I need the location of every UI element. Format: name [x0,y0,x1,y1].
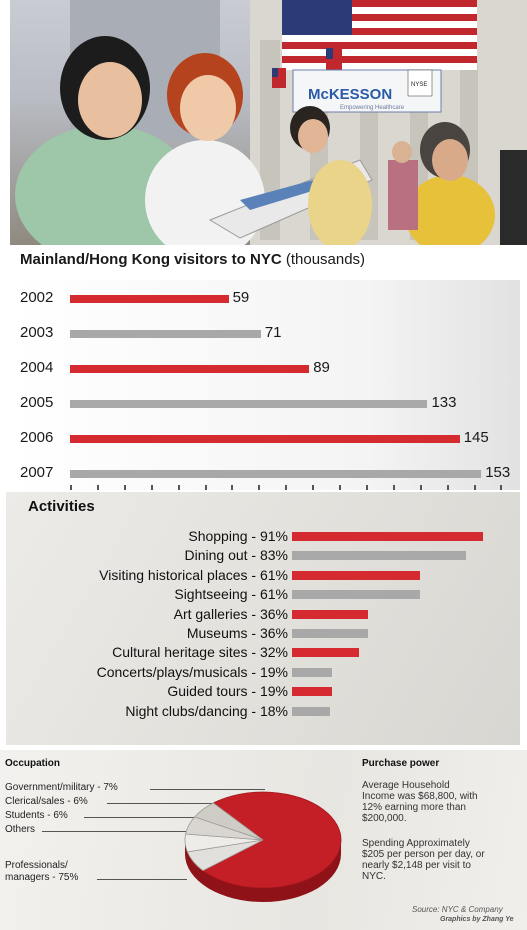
visitors-chart-title: Mainland/Hong Kong visitors to NYC (thou… [20,251,365,268]
pie-slice [202,791,342,889]
activities-chart: Activities Shopping - 91% Dining out - 83… [6,492,520,745]
visitors-bar [70,365,310,373]
american-flag [282,0,477,70]
leader-line-students [84,817,200,818]
mckesson-banner: McKESSON Empowering Healthcare NYSE [292,69,442,113]
axis-tick [419,485,422,490]
year-label: 2002 [20,289,54,306]
purchase-power-income: Average Household Income was $68,800, wi… [362,780,522,824]
pie-slice [193,802,264,841]
axis-tick [500,485,503,490]
activity-bar [292,590,421,600]
leader-line-others [42,831,202,832]
leader-line-clerical [107,803,217,804]
income-line: 12% earning more than [362,802,466,813]
leader-line-professionals [97,879,187,880]
activity-bar [292,667,332,677]
year-label: 2004 [20,359,54,376]
axis-tick [473,485,476,490]
visitors-bar [70,435,460,443]
tourists-group [15,36,527,245]
activity-label: Visiting historical places - 61% [99,566,288,583]
activity-label: Shopping - 91% [188,528,288,544]
axis-tick [392,485,395,490]
axis-tick [123,485,126,490]
year-label: 2006 [20,429,54,446]
activity-label: Museums - 36% [186,625,288,641]
svg-text:NYSE: NYSE [411,82,427,88]
activity-bar [292,532,484,541]
activity-label: Concerts/plays/musicals - 19% [96,663,288,680]
spending-line: NYC. [362,871,386,882]
visitors-bar [70,470,482,478]
activity-label: Night clubs/dancing - 18% [125,702,288,719]
activity-bar [292,706,330,716]
axis-tick [312,485,315,490]
occupation-label-students: Students - 6% [5,810,68,821]
year-label: 2007 [20,464,54,481]
axis-tick [285,485,288,490]
axis-tick [258,485,261,490]
activity-label: Guided tours - 19% [167,683,288,700]
visitors-value-label: 89 [313,359,330,376]
visitors-bar [70,400,428,408]
visitors-bar [70,330,261,338]
axis-tick [446,485,449,490]
visitors-chart: 2002 59 2003 71 2004 89 2005 133 2006 145 2007 153 [10,280,520,490]
occupation-label-clerical: Clerical/sales - 6% [5,796,88,807]
activity-label: Dining out - 83% [184,547,288,564]
visitors-photo: McKESSON Empowering Healthcare NYSE [10,0,527,245]
photo-illustration: McKESSON Empowering Healthcare NYSE [15,0,527,245]
purchase-power-title: Purchase power [362,758,440,769]
purchase-power-spending: Spending Approximately $205 per person p… [362,838,522,882]
occupation-label-professionals: Professionals/ [5,860,68,871]
visitors-value-label: 153 [485,464,511,481]
visitors-value-label: 133 [431,394,457,411]
income-line: Income was $68,800, with [362,791,478,802]
spending-line: $205 per person per day, or [362,849,485,860]
activity-bar [292,648,360,658]
visitors-value-label: 71 [264,324,282,341]
occupation-title: Occupation [5,758,61,769]
activity-label: Cultural heritage sites - 32% [112,644,288,661]
spending-line: Spending Approximately [362,838,470,849]
visitors-axis-ticks [70,485,503,490]
income-line: $200,000. [362,813,407,824]
activity-bar [292,687,332,697]
visitors-value-label: 145 [463,429,489,446]
year-label: 2003 [20,324,54,341]
activity-bar [292,609,368,619]
activity-bar [292,570,421,580]
svg-text:Empowering Healthcare: Empowering Healthcare [340,105,405,111]
axis-tick [70,485,72,490]
spending-line: nearly $2,148 per visit to [362,860,471,871]
activity-bar [292,551,467,561]
visitors-title-text: Mainland/Hong Kong visitors to NYC [20,251,282,268]
axis-tick [365,485,368,490]
leader-line-government [150,789,265,790]
income-line: Average Household [362,780,450,791]
occupation-label-government: Government/military - 7% [5,782,118,793]
year-label: 2005 [20,394,54,411]
occupation-pie [184,791,342,902]
visitors-unit-text: (thousands) [285,251,366,268]
svg-text:McKESSON: McKESSON [308,86,392,103]
bottom-section: Occupation Government/military - 7% Cler… [0,750,527,930]
visitors-value-label: 59 [232,289,250,306]
visitors-bar [70,295,229,303]
activities-title: Activities [28,498,95,515]
axis-tick [177,485,180,490]
axis-tick [231,485,234,490]
source-note: Source: NYC & Company [412,905,503,914]
occupation-label-managers: managers - 75% [5,872,79,883]
graphics-credit: Graphics by Zhang Ye [440,916,514,923]
occupation-label-others: Others [5,824,36,835]
activity-label: Art galleries - 36% [173,605,288,622]
activity-label: Sightseeing - 61% [174,586,288,603]
activity-bar [292,629,368,638]
axis-tick [339,485,341,490]
axis-tick [204,485,207,490]
axis-tick [150,485,153,490]
axis-tick [96,485,99,490]
